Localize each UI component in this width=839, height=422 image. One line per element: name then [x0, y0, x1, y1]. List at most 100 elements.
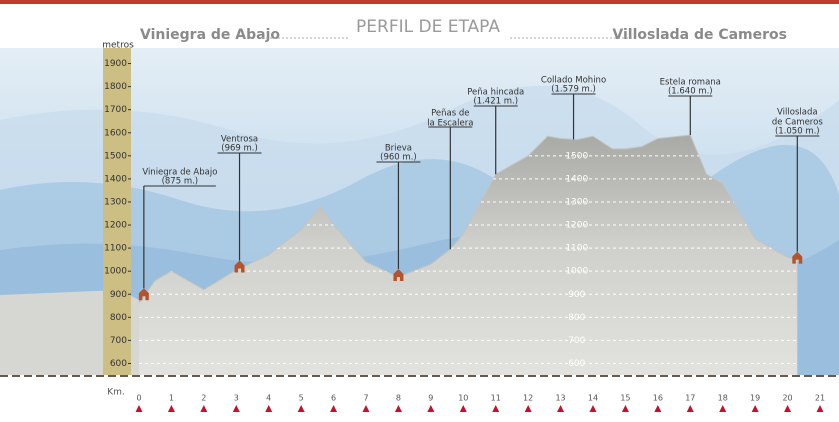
y-tick-label: 1100 [104, 244, 127, 254]
annotation-text: de Cameros [772, 118, 823, 128]
x-tick-label: 13 [555, 394, 565, 403]
x-tick [427, 405, 435, 412]
annotation-text: Collado Mohino [541, 76, 606, 86]
x-tick [265, 405, 273, 412]
x-tick [330, 405, 338, 412]
x-tick [394, 405, 402, 412]
y-tick-label: 1800 [104, 82, 127, 92]
y-axis-label: metros [102, 41, 134, 51]
x-tick-label: 19 [750, 394, 760, 403]
x-tick [200, 405, 208, 412]
village-icon [393, 268, 404, 281]
footer [0, 375, 839, 422]
x-tick-label: 5 [299, 394, 304, 403]
x-tick-label: 18 [718, 394, 728, 403]
village-icon [792, 251, 803, 264]
start-title: Viniegra de Abajo [140, 27, 280, 43]
y-tick-label: 1600 [104, 128, 127, 138]
y-tick-label: 800 [110, 313, 127, 323]
x-tick [816, 405, 824, 412]
x-tick-label: 6 [331, 394, 336, 403]
annotation-text: Peñas de [431, 109, 469, 119]
inner-tick-label: 800 [568, 313, 585, 323]
annotation-note: (1.421 m.) [473, 97, 518, 107]
inner-tick-label: 1500 [565, 151, 588, 161]
x-tick-label: 16 [653, 394, 663, 403]
inner-tick-label: 1100 [565, 244, 588, 254]
annotation-text: Estela romana [660, 78, 721, 88]
inner-tick-label: 1200 [565, 221, 588, 231]
x-tick [557, 405, 565, 412]
x-tick [232, 405, 240, 412]
y-tick-label: 700 [110, 336, 127, 346]
x-tick-label: 14 [588, 394, 598, 403]
annotation-note: (960 m.) [380, 153, 417, 163]
x-tick-label: 21 [815, 394, 825, 403]
x-tick-label: 15 [620, 394, 630, 403]
annotation-text: Brieva [385, 144, 412, 154]
x-tick [589, 405, 597, 412]
x-tick [492, 405, 500, 412]
annotation-note: (875 m.) [162, 177, 199, 187]
x-tick [686, 405, 694, 412]
inner-tick-label: 700 [568, 336, 585, 346]
chart-title: PERFIL DE ETAPA [356, 17, 500, 37]
y-tick-label: 1300 [104, 197, 127, 207]
x-tick-label: 11 [491, 394, 501, 403]
annotation-text: Peña hincada [467, 88, 524, 98]
y-tick-label: 1900 [104, 59, 127, 69]
x-tick-label: 3 [234, 394, 239, 403]
x-tick [297, 405, 305, 412]
x-tick-label: 7 [363, 394, 368, 403]
y-tick-label: 600 [110, 359, 127, 369]
x-tick-label: 0 [136, 394, 141, 403]
inner-tick-label: 1000 [565, 267, 588, 277]
top-strip [0, 0, 839, 4]
x-tick [362, 405, 370, 412]
y-tick-label: 1400 [104, 174, 127, 184]
y-axis-bar [103, 48, 131, 375]
annotation-note: (1.640 m.) [668, 87, 713, 97]
inner-tick-label: 600 [568, 359, 585, 369]
annotation-text: Ventrosa [221, 135, 258, 145]
x-tick [135, 405, 143, 412]
village-icon [234, 260, 245, 273]
y-tick-label: 1200 [104, 221, 127, 231]
x-tick [167, 405, 175, 412]
x-tick-label: 9 [428, 394, 433, 403]
elevation-line [138, 134, 798, 304]
x-tick [751, 405, 759, 412]
x-tick [784, 405, 792, 412]
x-tick [719, 405, 727, 412]
x-tick-label: 17 [685, 394, 695, 403]
village-icon [138, 288, 149, 301]
annotation-note: (1.050 m.) [775, 127, 820, 137]
inner-tick-label: 1300 [565, 197, 588, 207]
inner-tick-label: 1400 [565, 174, 588, 184]
annotation-note: (1.579 m.) [551, 85, 596, 95]
y-tick-label: 1700 [104, 105, 127, 115]
x-tick-label: 10 [458, 394, 468, 403]
x-tick [621, 405, 629, 412]
x-tick [524, 405, 532, 412]
x-axis-label: Km. [107, 388, 125, 398]
x-tick-label: 1 [169, 394, 174, 403]
x-tick-label: 2 [201, 394, 206, 403]
inner-tick-label: 900 [568, 290, 585, 300]
annotation-note: (969 m.) [221, 144, 258, 154]
x-tick-label: 4 [266, 394, 271, 403]
x-tick [654, 405, 662, 412]
x-tick-label: 20 [782, 394, 792, 403]
end-title: Villoslada de Cameros [612, 27, 787, 43]
x-tick-label: 12 [523, 394, 533, 403]
elevation-area [139, 135, 798, 375]
annotation-text: Villoslada [777, 108, 818, 118]
annotation-text: Viniegra de Abajo [142, 168, 217, 178]
y-tick-label: 1000 [104, 267, 127, 277]
annotation-text: la Escalera [427, 119, 473, 129]
x-tick [459, 405, 467, 412]
y-tick-label: 900 [110, 290, 127, 300]
y-tick-label: 1500 [104, 151, 127, 161]
x-tick-label: 8 [396, 394, 401, 403]
